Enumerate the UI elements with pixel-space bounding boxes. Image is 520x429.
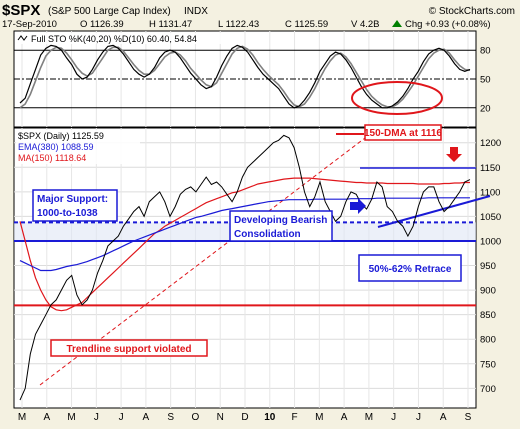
y-tick-label: 1050 [480,212,501,223]
stoch-d-line [19,45,471,109]
stoch-level-label: 20 [480,103,491,114]
y-tick-label: 750 [480,359,496,370]
open-value: O 1126.39 [80,19,124,30]
y-tick-label: 1100 [480,187,500,198]
trendline-callout: Trendline support violated [66,344,191,355]
x-tick-label: J [416,412,421,423]
date-label: 17-Sep-2010 [2,19,57,30]
trendline-callout-box [50,339,208,357]
index-name: (S&P 500 Large Cap Index) [48,6,171,17]
x-tick-label: M [18,412,26,423]
stoch-k-line [19,44,471,109]
stoch-legend-swatch-icon [17,35,28,41]
change-value: Chg +0.93 (+0.08%) [405,19,491,30]
symbol-title: $SPX [2,2,40,19]
ma-legend: MA(150) 1118.64 [18,153,86,163]
retrace-callout-box [358,254,462,282]
support-callout-box [32,189,118,222]
volume-value: V 4.2B [351,19,380,30]
x-tick-label: 10 [264,412,276,423]
consolidation-callout-box [229,210,333,242]
y-tick-label: 900 [480,286,496,297]
x-tick-label: A [440,412,447,423]
retrace-callout: 50%-62% Retrace [369,264,452,275]
y-tick-label: 1150 [480,163,500,174]
ema380-line [19,197,470,272]
dma-callout-box [364,124,442,141]
dma-callout: 150-DMA at 1116 [364,128,442,139]
support-callout-range: 1000-to-1038 [37,208,98,219]
credit-label: © StockCharts.com [429,6,515,17]
y-tick-label: 950 [480,261,496,272]
exchange-label: INDX [184,6,208,17]
x-tick-label: J [391,412,396,423]
price-line [19,134,471,401]
consolidation-callout-1: Developing Bearish [234,215,327,226]
high-value: H 1131.47 [149,19,192,30]
stoch-level-label: 80 [480,46,491,57]
stoch-legend: Full STO %K(40,20) %D(10) 60.40, 54.84 [31,34,197,44]
price-legend-bg [16,130,140,164]
right-arrow-icon [350,198,366,214]
up-arrow-icon [392,20,402,27]
trendline-broken [39,137,366,386]
x-tick-label: J [94,412,99,423]
x-tick-label: F [292,412,298,423]
low-value: L 1122.43 [218,19,259,30]
x-tick-label: N [217,412,224,423]
x-tick-label: A [341,412,348,423]
x-tick-label: J [119,412,124,423]
y-tick-label: 800 [480,335,496,346]
x-tick-label: M [67,412,75,423]
down-arrow-icon [446,147,462,162]
ma150-line [19,177,470,312]
consolidation-callout-2: Consolidation [234,229,301,240]
x-tick-label: M [315,412,323,423]
oversold-circle [351,81,443,115]
x-tick-label: O [192,412,200,423]
x-tick-label: S [167,412,174,423]
x-tick-label: A [143,412,150,423]
stoch-level-label: 50 [480,75,491,86]
x-tick-label: A [43,412,50,423]
stoch-legend-bg [16,33,222,44]
x-tick-label: D [241,412,248,423]
y-tick-label: 1000 [480,236,501,247]
y-tick-label: 1200 [480,138,501,149]
x-tick-label: M [365,412,373,423]
y-tick-label: 850 [480,310,496,321]
consolidation-support [377,195,491,228]
ema-legend: EMA(380) 1088.59 [18,142,94,152]
x-tick-label: S [465,412,472,423]
y-tick-label: 700 [480,384,496,395]
close-value: C 1125.59 [285,19,328,30]
price-legend: $SPX (Daily) 1125.59 [18,131,104,141]
support-callout-title: Major Support: [37,194,108,205]
